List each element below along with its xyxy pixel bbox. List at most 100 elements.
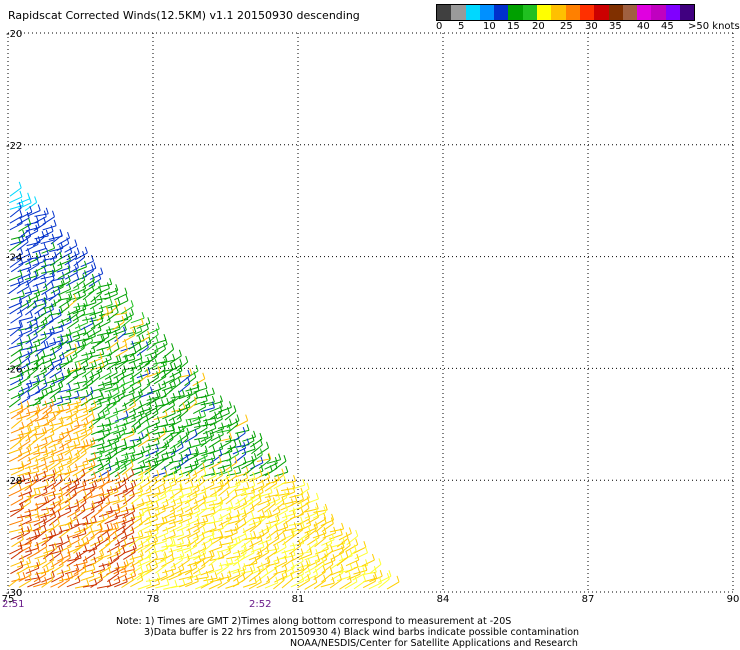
wind-barb bbox=[225, 432, 240, 443]
wind-barb bbox=[40, 384, 53, 400]
wind-barb bbox=[64, 563, 80, 575]
wind-barb bbox=[42, 219, 57, 231]
wind-barb bbox=[73, 260, 87, 273]
wind-barb bbox=[82, 504, 95, 520]
colorbar-label: 20 bbox=[532, 21, 545, 32]
wind-barb bbox=[290, 555, 304, 569]
wind-barb bbox=[10, 289, 25, 301]
wind-barb bbox=[50, 463, 64, 477]
wind-barb bbox=[304, 576, 318, 590]
wind-barb bbox=[320, 536, 333, 553]
wind-barb bbox=[121, 468, 135, 483]
wind-barb bbox=[169, 435, 183, 450]
wind-barb bbox=[144, 460, 157, 475]
wind-barb bbox=[72, 365, 87, 379]
wind-barb bbox=[137, 356, 150, 371]
wind-barb bbox=[105, 447, 118, 463]
wind-barb bbox=[66, 518, 80, 532]
wind-barb bbox=[41, 428, 55, 441]
wind-barb bbox=[26, 288, 41, 303]
wind-barb bbox=[42, 469, 56, 483]
colorbar-swatch bbox=[494, 5, 509, 20]
wind-barb bbox=[242, 576, 257, 588]
wind-barb bbox=[307, 531, 320, 546]
wind-barb bbox=[146, 577, 161, 589]
wind-barb bbox=[321, 567, 333, 583]
wind-barb bbox=[218, 501, 234, 511]
wind-barb bbox=[90, 437, 105, 448]
wind-barb bbox=[145, 572, 161, 582]
wind-barb bbox=[256, 576, 270, 589]
wind-barb bbox=[80, 524, 93, 541]
wind-barb bbox=[249, 534, 263, 548]
wind-barb bbox=[243, 460, 256, 476]
wind-barb bbox=[57, 497, 71, 512]
wind-barb bbox=[34, 248, 49, 260]
wind-barb bbox=[33, 217, 47, 232]
wind-barb bbox=[72, 527, 87, 539]
wind-barb bbox=[73, 538, 85, 554]
wind-barb bbox=[74, 564, 87, 581]
wind-barb bbox=[56, 444, 71, 457]
wind-barb bbox=[201, 532, 215, 546]
wind-barb bbox=[27, 204, 41, 217]
wind-barb bbox=[48, 486, 63, 497]
note-line-1: Note: 1) Times are GMT 2)Times along bot… bbox=[116, 616, 512, 627]
wind-barb bbox=[169, 519, 183, 533]
wind-barb bbox=[320, 513, 335, 527]
lat-tick-label: -22 bbox=[6, 141, 22, 152]
wind-barb bbox=[25, 374, 41, 385]
wind-barb bbox=[98, 556, 113, 568]
wind-barb bbox=[274, 504, 288, 518]
wind-barb bbox=[57, 231, 71, 246]
wind-barb bbox=[73, 468, 86, 484]
wind-barb bbox=[338, 527, 352, 541]
wind-barb bbox=[98, 566, 111, 582]
time-label-left: 2:51 bbox=[2, 599, 25, 610]
wind-barb bbox=[160, 353, 176, 364]
wind-barb bbox=[218, 464, 233, 476]
wind-barb bbox=[346, 529, 359, 546]
wind-barb bbox=[200, 501, 216, 511]
wind-barb bbox=[296, 491, 310, 505]
wind-barb bbox=[128, 436, 142, 450]
wind-barb bbox=[74, 352, 89, 364]
wind-barb bbox=[123, 546, 136, 561]
lon-tick-label: 90 bbox=[727, 594, 740, 605]
wind-barb bbox=[121, 459, 134, 476]
wind-barb bbox=[66, 396, 82, 407]
wind-barb bbox=[235, 481, 250, 492]
wind-barb bbox=[145, 350, 158, 366]
wind-barb bbox=[304, 523, 317, 539]
wind-barb bbox=[104, 442, 118, 457]
wind-barb bbox=[48, 293, 62, 308]
wind-barb bbox=[162, 379, 176, 392]
wind-barb bbox=[304, 548, 319, 561]
lon-tick-label: 81 bbox=[292, 594, 305, 605]
wind-barb bbox=[129, 391, 142, 407]
wind-barb bbox=[265, 473, 280, 485]
wind-barb bbox=[130, 540, 144, 554]
wind-barb bbox=[114, 498, 128, 512]
wind-barb bbox=[216, 423, 231, 434]
wind-barb bbox=[161, 372, 175, 386]
wind-barb bbox=[73, 274, 86, 289]
wind-barb bbox=[161, 432, 174, 449]
wind-barb bbox=[146, 392, 160, 407]
wind-barb bbox=[42, 210, 55, 225]
wind-barb bbox=[273, 541, 287, 555]
wind-barb bbox=[58, 523, 71, 539]
wind-barb bbox=[224, 405, 237, 421]
wind-barb bbox=[32, 518, 47, 532]
wind-barb bbox=[56, 383, 71, 394]
wind-barb bbox=[9, 401, 24, 414]
wind-barb bbox=[176, 404, 189, 420]
wind-barb bbox=[274, 523, 287, 539]
wind-barb bbox=[297, 574, 311, 589]
wind-barb bbox=[361, 553, 375, 567]
wind-barb bbox=[210, 531, 224, 546]
wind-barb bbox=[201, 452, 216, 462]
wind-barb bbox=[33, 437, 48, 449]
wind-barb bbox=[168, 369, 182, 384]
wind-barb bbox=[16, 235, 29, 251]
